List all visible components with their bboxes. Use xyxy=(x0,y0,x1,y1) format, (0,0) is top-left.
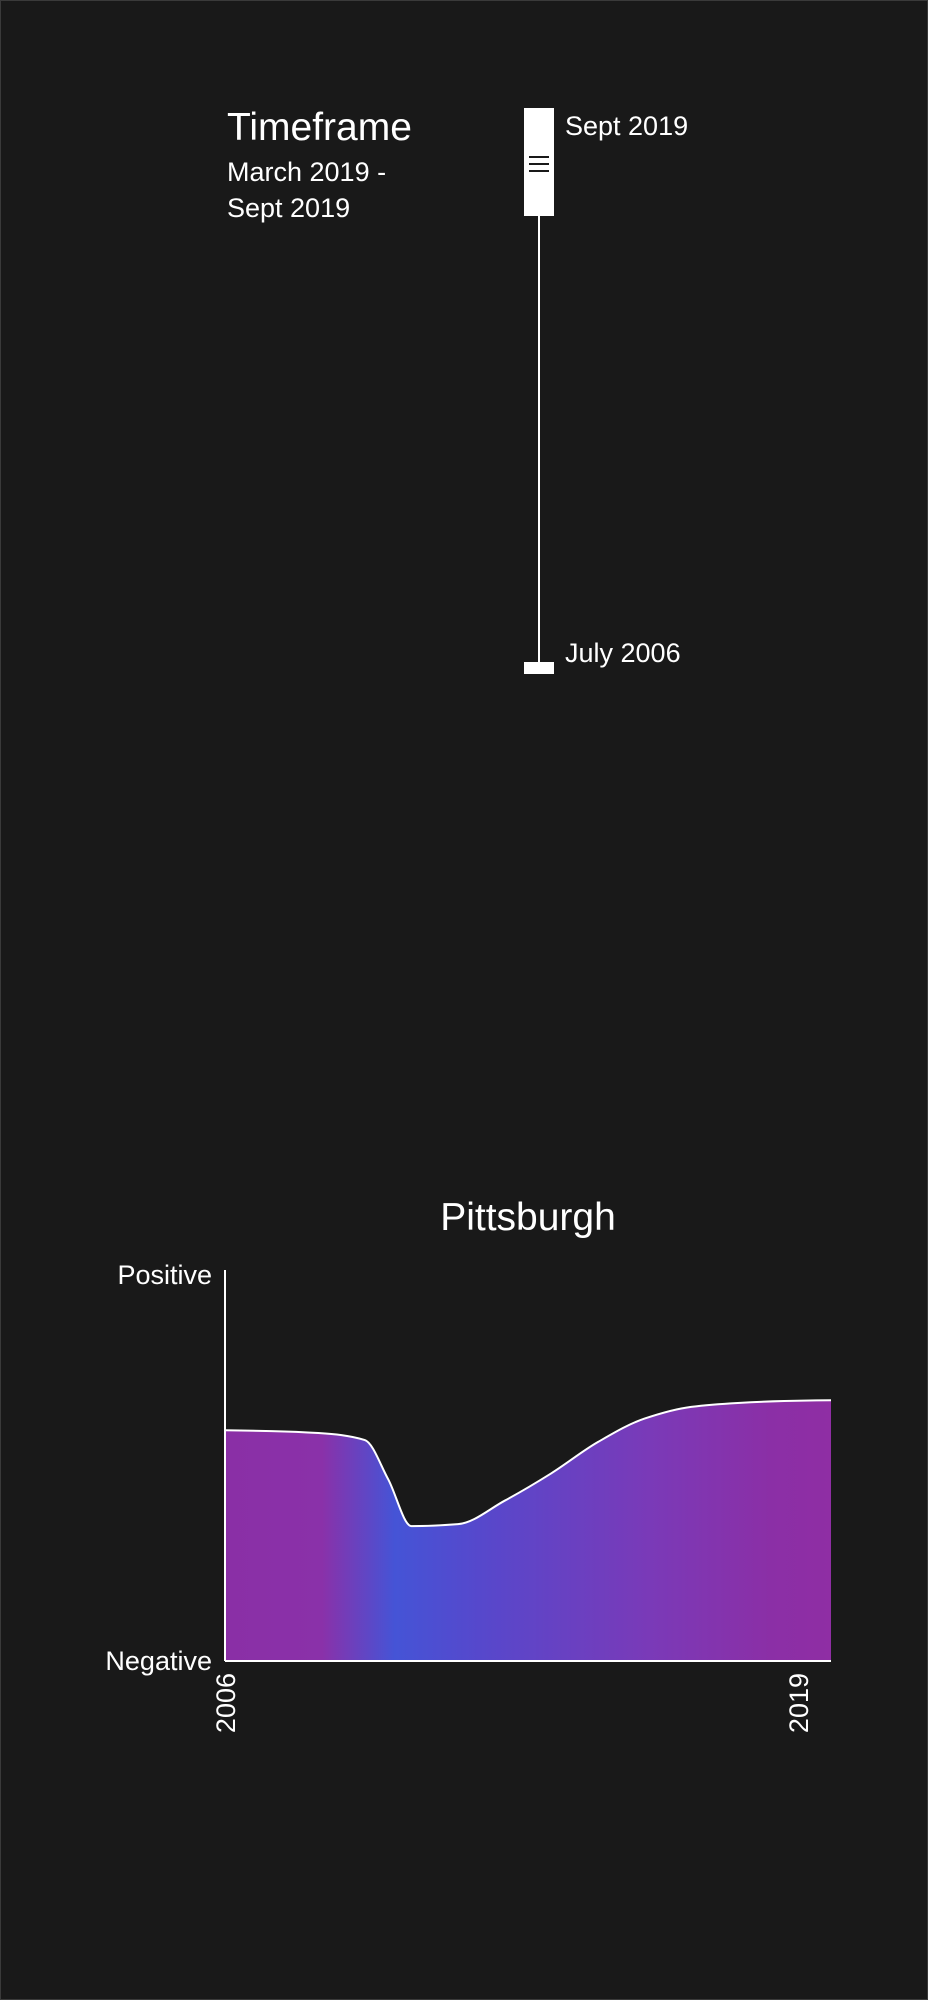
timeline-slider-track[interactable] xyxy=(538,200,540,670)
timeline-handle-top[interactable] xyxy=(524,108,554,216)
x-tick-label-end: 2019 xyxy=(784,1673,814,1733)
slider-top-label: Sept 2019 xyxy=(565,111,689,141)
timeframe-range: March 2019 - Sept 2019 xyxy=(227,157,387,223)
grip-icon xyxy=(529,156,549,158)
slider-bottom-label: July 2006 xyxy=(565,638,681,668)
sentiment-chart: Pittsburgh Positive Negative 2006 2019 xyxy=(105,1196,832,1733)
grip-icon xyxy=(529,170,549,172)
grip-icon xyxy=(529,163,549,165)
y-tick-label-negative: Negative xyxy=(105,1646,212,1676)
chart-title: Pittsburgh xyxy=(440,1196,616,1239)
sentiment-area xyxy=(225,1400,831,1661)
sentiment-line xyxy=(224,1399,832,1528)
y-tick-label-positive: Positive xyxy=(117,1260,212,1290)
timeline-handle-bottom[interactable] xyxy=(524,662,554,674)
x-tick-label-start: 2006 xyxy=(211,1673,241,1733)
timeframe-title: Timeframe xyxy=(227,106,412,149)
